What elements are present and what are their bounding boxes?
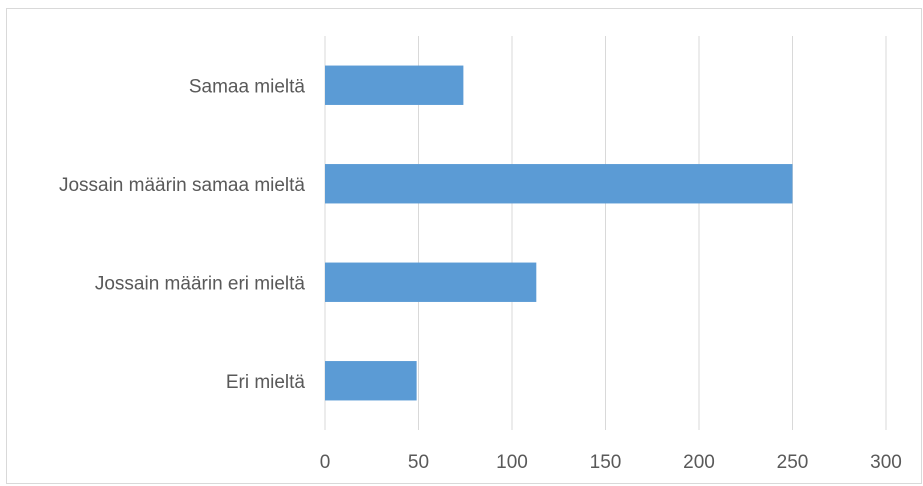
category-labels: Samaa mieltä Jossain määrin samaa mieltä J…	[59, 76, 305, 393]
x-tick-label: 150	[590, 452, 622, 473]
x-axis-tick-labels: 0 50 100 150 200 250 300	[320, 452, 902, 473]
x-tick-label: 0	[320, 452, 331, 473]
bar	[325, 65, 464, 105]
x-tick-label: 50	[408, 452, 429, 473]
category-label: Samaa mieltä	[189, 76, 306, 97]
category-label: Eri mieltä	[226, 372, 306, 393]
category-label: Jossain määrin eri mieltä	[95, 273, 306, 294]
x-tick-label: 100	[496, 452, 528, 473]
x-tick-label: 300	[870, 452, 902, 473]
category-label: Jossain määrin samaa mieltä	[59, 175, 305, 196]
chart-frame	[6, 8, 922, 484]
x-tick-label: 250	[777, 452, 809, 473]
bar	[325, 361, 417, 401]
bar	[325, 164, 793, 204]
x-tick-label: 200	[683, 452, 715, 473]
bar	[325, 262, 537, 302]
bars	[325, 65, 793, 401]
